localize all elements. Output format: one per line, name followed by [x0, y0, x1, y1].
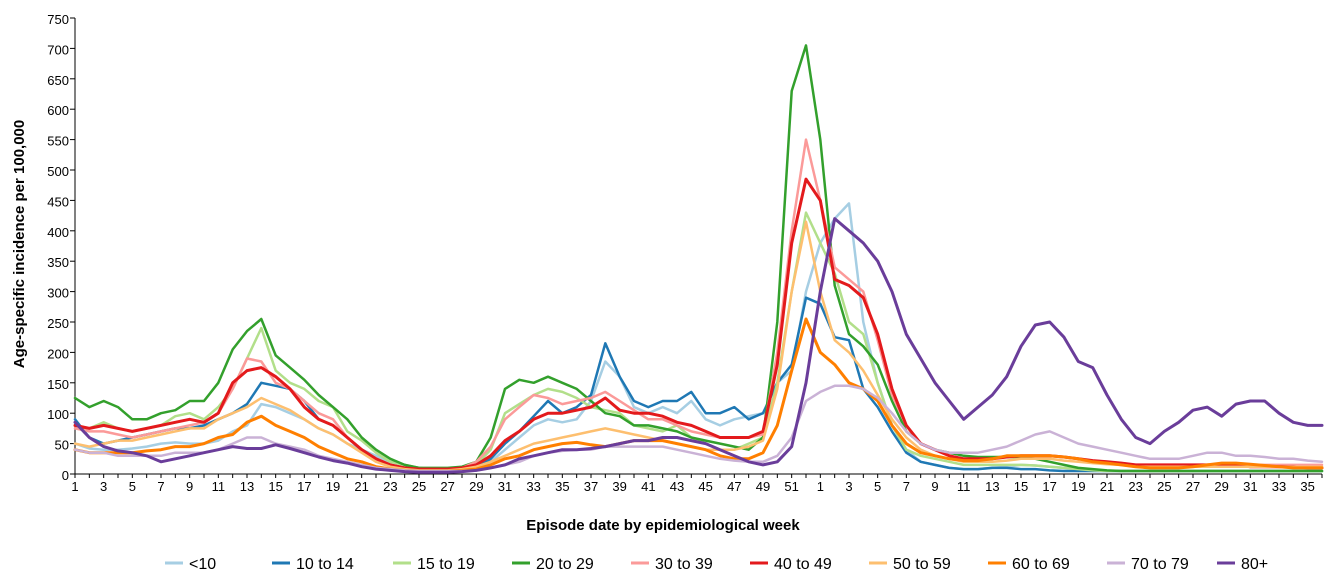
x-axis-title: Episode date by epidemiological week [526, 517, 800, 534]
x-tick-label: 19 [326, 479, 340, 494]
x-tick-label: 45 [698, 479, 712, 494]
x-tick-label: 35 [1300, 479, 1314, 494]
x-tick-label: 43 [670, 479, 684, 494]
x-tick-label: 15 [268, 479, 282, 494]
y-tick-label: 300 [47, 286, 69, 301]
x-tick-label: 13 [240, 479, 254, 494]
y-tick-label: 700 [47, 42, 69, 57]
x-axis: 1 3 5 7 9 11 13 15 17 19 21 23 25 27 29 31 33 35 37 39 41 43 4… [71, 473, 1323, 494]
x-tick-label: 23 [383, 479, 397, 494]
y-tick-label: 100 [47, 407, 69, 422]
y-tick-label: 750 [47, 12, 69, 27]
legend-label: 15 to 19 [417, 556, 475, 573]
series-layer [73, 44, 1324, 474]
x-tick-label: 19 [1071, 479, 1085, 494]
series-line-8 [73, 384, 1324, 473]
legend-item: 40 to 49 [750, 556, 832, 573]
x-tick-label: 11 [957, 479, 971, 494]
series-line-7 [73, 317, 1324, 473]
series-line-0 [73, 202, 1324, 473]
x-tick-label: 9 [931, 479, 938, 494]
x-tick-label: 39 [612, 479, 626, 494]
legend-label: 60 to 69 [1012, 556, 1070, 573]
y-tick-label: 150 [47, 377, 69, 392]
x-tick-label: 29 [1214, 479, 1228, 494]
x-tick-label: 1 [817, 479, 824, 494]
x-tick-label: 23 [1128, 479, 1142, 494]
legend-item: 80+ [1217, 556, 1268, 573]
x-tick-label: 35 [555, 479, 569, 494]
legend-item: 10 to 14 [272, 556, 354, 573]
legend-label: 50 to 59 [893, 556, 951, 573]
x-tick-label: 11 [212, 479, 226, 494]
y-tick-label: 650 [47, 73, 69, 88]
series-line-3 [73, 44, 1324, 473]
x-tick-label: 31 [498, 479, 512, 494]
legend-item: 20 to 29 [512, 556, 594, 573]
y-tick-label: 200 [47, 346, 69, 361]
y-axis-title: Age-specific incidence per 100,000 [11, 120, 28, 368]
series-line-4 [73, 138, 1324, 471]
x-tick-label: 3 [845, 479, 852, 494]
y-tick-label: 500 [47, 164, 69, 179]
legend-label: 80+ [1241, 556, 1268, 573]
x-tick-label: 3 [100, 479, 107, 494]
legend-item: 60 to 69 [988, 556, 1070, 573]
x-tick-label: 17 [297, 479, 311, 494]
x-tick-label: 13 [985, 479, 999, 494]
legend-item: <10 [165, 556, 216, 573]
y-tick-label: 550 [47, 134, 69, 149]
x-tick-label: 1 [71, 479, 78, 494]
y-tick-label: 250 [47, 316, 69, 331]
x-tick-label: 51 [784, 479, 798, 494]
x-tick-label: 15 [1014, 479, 1028, 494]
legend: <10 10 to 14 15 to 19 20 to 29 30 to 39 40 to… [165, 556, 1268, 573]
x-tick-label: 7 [157, 479, 164, 494]
x-tick-label: 41 [641, 479, 655, 494]
legend-label: 30 to 39 [655, 556, 713, 573]
x-tick-label: 25 [1157, 479, 1171, 494]
x-tick-label: 27 [440, 479, 454, 494]
legend-item: 15 to 19 [393, 556, 475, 573]
x-tick-label: 33 [1272, 479, 1286, 494]
legend-label: 70 to 79 [1131, 556, 1189, 573]
x-tick-label: 21 [1100, 479, 1114, 494]
y-tick-label: 450 [47, 194, 69, 209]
x-tick-label: 21 [354, 479, 368, 494]
x-tick-label: 5 [129, 479, 136, 494]
x-tick-label: 29 [469, 479, 483, 494]
x-tick-label: 7 [903, 479, 910, 494]
x-tick-label: 17 [1042, 479, 1056, 494]
series-line-9 [73, 217, 1324, 474]
x-tick-label: 47 [727, 479, 741, 494]
y-tick-label: 50 [55, 438, 69, 453]
legend-label: 40 to 49 [774, 556, 832, 573]
x-tick-label: 33 [526, 479, 540, 494]
x-tick-label: 31 [1243, 479, 1257, 494]
legend-item: 50 to 59 [869, 556, 951, 573]
x-tick-label: 27 [1186, 479, 1200, 494]
x-tick-label: 5 [874, 479, 881, 494]
x-tick-label: 37 [584, 479, 598, 494]
legend-label: <10 [189, 556, 216, 573]
legend-item: 70 to 79 [1107, 556, 1189, 573]
x-tick-label: 9 [186, 479, 193, 494]
y-tick-label: 400 [47, 225, 69, 240]
x-tick-label: 49 [756, 479, 770, 494]
x-tick-label: 25 [412, 479, 426, 494]
y-axis: 0 50 100 150 200 250 300 350 400 450 500 550 600 650 7… [47, 12, 76, 483]
series-line-5 [73, 177, 1324, 471]
y-tick-label: 350 [47, 255, 69, 270]
y-tick-label: 600 [47, 103, 69, 118]
legend-item: 30 to 39 [631, 556, 713, 573]
legend-label: 20 to 29 [536, 556, 594, 573]
y-tick-label: 0 [62, 468, 69, 483]
legend-label: 10 to 14 [296, 556, 354, 573]
